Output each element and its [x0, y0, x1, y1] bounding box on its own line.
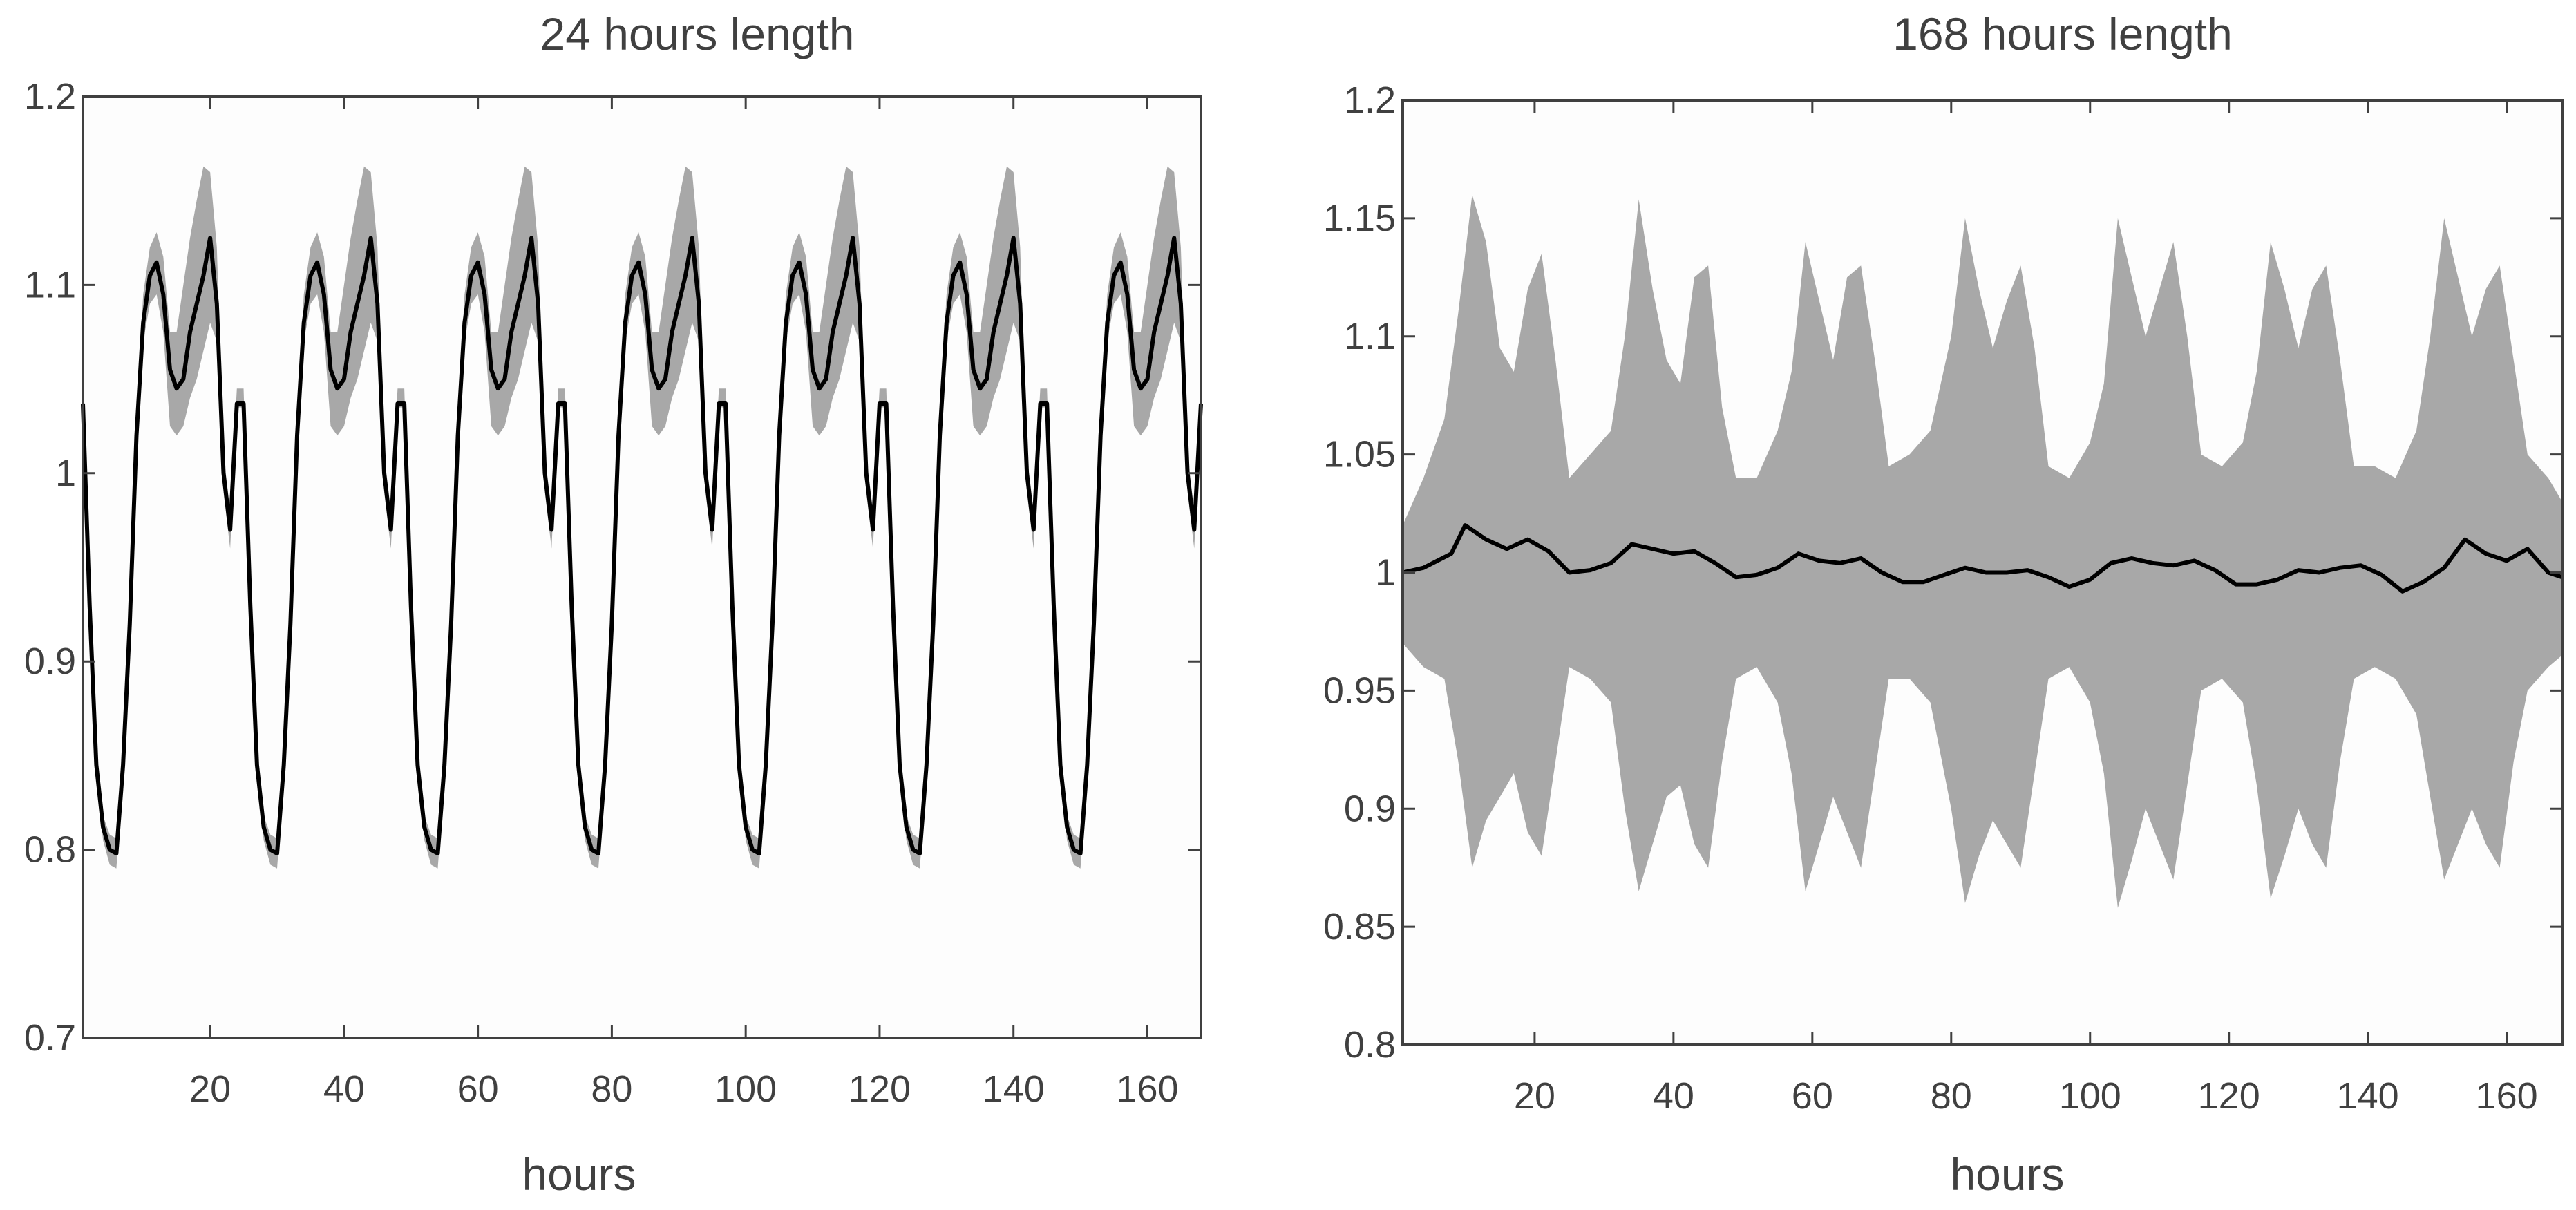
chart-title: 168 hours length	[1893, 8, 2233, 59]
y-tick-label: 1.1	[24, 264, 76, 305]
y-tick-label: 1.2	[24, 76, 76, 117]
x-tick-label: 40	[323, 1068, 365, 1110]
x-tick-label: 40	[1653, 1075, 1694, 1117]
x-tick-label: 160	[1116, 1068, 1178, 1110]
x-tick-label: 100	[2059, 1075, 2121, 1117]
x-tick-label: 120	[2198, 1075, 2260, 1117]
y-tick-label: 1.2	[1344, 79, 1396, 121]
x-axis-label: hours	[1950, 1148, 2064, 1200]
confidence-band	[83, 166, 1201, 869]
x-tick-label: 20	[1514, 1075, 1555, 1117]
x-tick-label: 100	[714, 1068, 777, 1110]
y-tick-label: 0.8	[24, 829, 76, 871]
plot-frame	[82, 95, 1202, 1039]
x-tick-label: 120	[849, 1068, 911, 1110]
chart-title: 24 hours length	[540, 8, 854, 59]
y-tick-label: 1	[1375, 552, 1396, 594]
chart-panel-168h: 20 40 60 80 100 120 140 160 0.8 0.85 0.9 0.95 1 1.05 1…	[1323, 8, 2564, 1200]
y-tick-label: 0.85	[1323, 906, 1396, 947]
y-tick-label: 0.9	[24, 641, 76, 682]
x-tick-label: 160	[2476, 1075, 2538, 1117]
y-tick-label: 1.05	[1323, 434, 1396, 475]
y-tick-label: 0.7	[24, 1017, 76, 1059]
x-tick-label: 140	[983, 1068, 1045, 1110]
y-tick-label: 0.8	[1344, 1024, 1396, 1066]
chart-panel-24h: 20 40 60 80 100 120 140 160 0.7 0.8 0.9 1 1.1 1.2 24 …	[24, 8, 1203, 1200]
x-tick-label: 60	[1792, 1075, 1833, 1117]
y-tick-label: 1.1	[1344, 316, 1396, 357]
x-tick-label: 140	[2337, 1075, 2399, 1117]
x-tick-label: 20	[189, 1068, 231, 1110]
x-tick-label: 80	[1931, 1075, 1972, 1117]
y-tick-label: 1	[55, 453, 76, 494]
x-axis-label: hours	[522, 1148, 636, 1200]
mean-line	[1402, 523, 2563, 594]
y-tick-label: 0.9	[1344, 788, 1396, 829]
confidence-band	[1403, 194, 2562, 908]
mean-line	[81, 236, 1203, 855]
y-tick-label: 0.95	[1323, 670, 1396, 711]
x-tick-label: 60	[457, 1068, 499, 1110]
y-tick-label: 1.15	[1323, 198, 1396, 239]
x-tick-label: 80	[591, 1068, 632, 1110]
